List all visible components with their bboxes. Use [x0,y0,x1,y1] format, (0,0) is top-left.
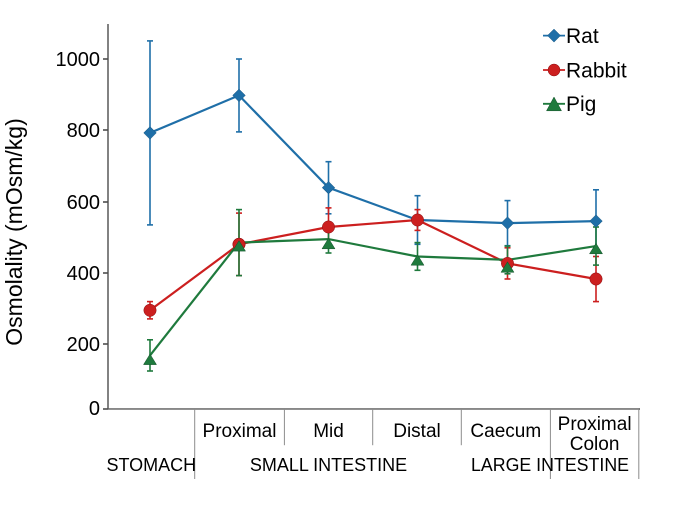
svg-text:Proximal: Proximal [558,414,632,435]
svg-text:Rabbit: Rabbit [566,59,627,82]
svg-text:800: 800 [67,120,100,142]
svg-text:Proximal: Proximal [203,421,277,442]
svg-text:LARGE INTESTINE: LARGE INTESTINE [471,455,629,475]
svg-text:600: 600 [67,192,100,214]
svg-text:Osmolality (mOsm/kg): Osmolality (mOsm/kg) [1,118,27,345]
svg-text:Distal: Distal [393,421,441,442]
svg-text:0: 0 [89,398,100,420]
svg-text:Colon: Colon [570,434,620,455]
svg-text:1000: 1000 [56,49,101,71]
svg-text:400: 400 [67,263,100,285]
svg-text:STOMACH: STOMACH [106,455,196,475]
svg-text:200: 200 [67,334,100,356]
svg-text:Mid: Mid [313,421,344,442]
svg-text:Pig: Pig [566,93,596,116]
svg-text:Rat: Rat [566,25,599,48]
svg-text:Caecum: Caecum [470,421,541,442]
svg-text:SMALL INTESTINE: SMALL INTESTINE [250,455,407,475]
